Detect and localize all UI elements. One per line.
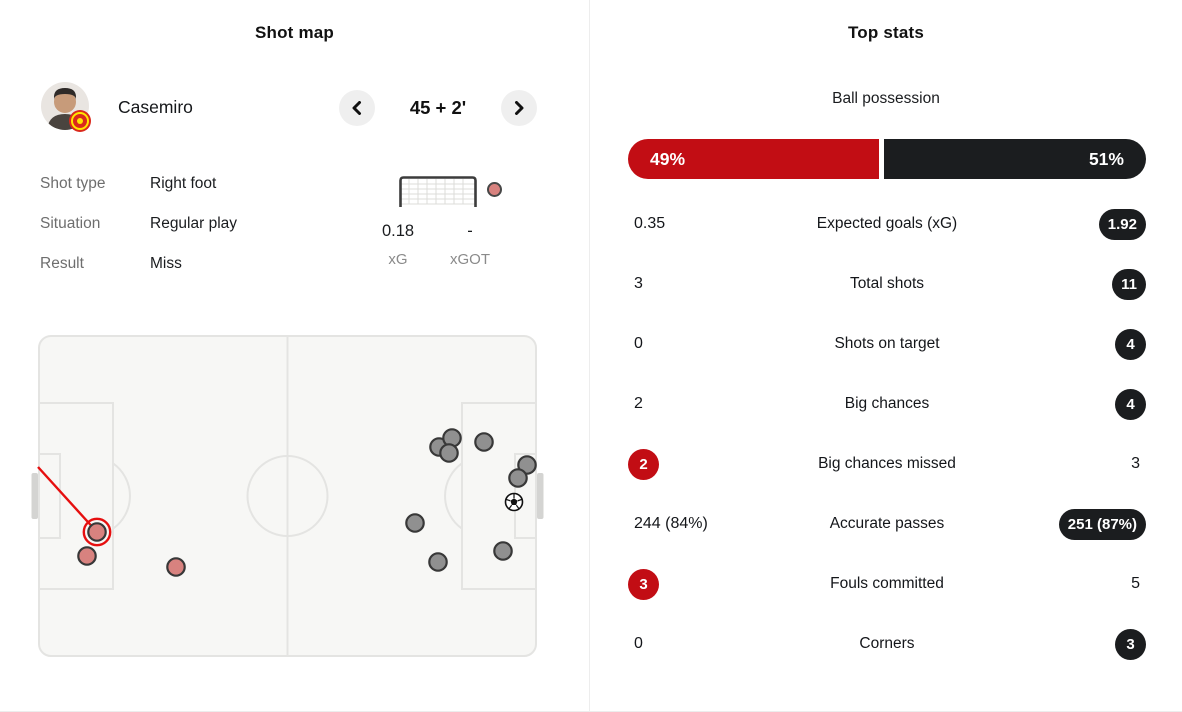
club-badge-icon <box>69 110 91 132</box>
stat-row-shots-on-target: 0 Shots on target 4 <box>628 314 1146 374</box>
xg-value: 0.18 <box>381 222 415 240</box>
right-goal-marker <box>537 473 544 519</box>
shot-minute: 45 + 2' <box>409 97 467 118</box>
stat-row-expected-goals: 0.35 Expected goals (xG) 1.92 <box>628 194 1146 254</box>
top-stats-panel: Top stats Ball possession 49% 51% 0.35 E… <box>589 0 1182 711</box>
xg-stat: 0.18 xG <box>366 222 430 268</box>
home-stat-value: 0 <box>634 335 643 352</box>
stat-label: Corners <box>859 635 915 652</box>
shot-type-label: Shot type <box>40 175 106 192</box>
away-shot-dot[interactable] <box>428 552 448 572</box>
situation-label: Situation <box>40 215 101 232</box>
next-shot-button[interactable] <box>501 90 537 126</box>
xg-label: xG <box>388 251 408 268</box>
away-stat-value: 3 <box>1115 628 1146 660</box>
possession-home-segment: 49% <box>628 139 880 179</box>
stats-list: 0.35 Expected goals (xG) 1.92 3 Total sh… <box>628 194 1146 674</box>
stat-row-big-chances-missed: 2 Big chances missed 3 <box>628 434 1146 494</box>
ball-possession-label: Ball possession <box>832 90 940 107</box>
away-stat-value: 4 <box>1115 328 1146 360</box>
home-stat-value: 0 <box>634 635 643 652</box>
home-stat-value: 0.35 <box>634 215 666 232</box>
home-stat-value: 244 (84%) <box>634 515 708 532</box>
result-value: Miss <box>150 255 182 272</box>
stat-row-accurate-passes: 244 (84%) Accurate passes 251 (87%) <box>628 494 1146 554</box>
away-shot-dot[interactable] <box>439 443 459 463</box>
player-avatar <box>40 81 92 133</box>
stat-label: Shots on target <box>834 335 940 352</box>
selected-shot-line <box>37 466 98 533</box>
away-stat-value: 11 <box>1112 268 1146 300</box>
away-shot-dot[interactable] <box>517 455 537 475</box>
stat-label: Expected goals (xG) <box>816 215 958 232</box>
home-stat-value: 3 <box>634 275 643 292</box>
away-stat-value: 251 (87%) <box>1058 508 1146 540</box>
xgot-stat: - xGOT <box>438 222 502 268</box>
selected-shot-ring <box>82 517 112 547</box>
stat-row-corners: 0 Corners 3 <box>628 614 1146 674</box>
stat-row-total-shots: 3 Total shots 11 <box>628 254 1146 314</box>
home-shot-dot[interactable] <box>87 522 107 542</box>
shot-map-pitch[interactable] <box>30 335 545 657</box>
home-shot-dot[interactable] <box>77 546 97 566</box>
previous-shot-button[interactable] <box>339 90 375 126</box>
away-stat-value: 5 <box>1131 575 1140 592</box>
left-goal-marker <box>31 473 38 519</box>
home-stat-value: 3 <box>628 568 659 600</box>
goal-ball-pattern <box>506 498 511 502</box>
goal-ball-pattern <box>515 504 520 509</box>
xgot-value: - <box>467 222 473 240</box>
chevron-right-icon <box>515 101 524 115</box>
possession-away-segment: 51% <box>884 139 1146 179</box>
goal-ball-pattern <box>517 498 522 502</box>
possession-home-value: 49% <box>650 148 686 169</box>
away-stat-value: 1.92 <box>1098 208 1146 240</box>
stat-label: Total shots <box>849 275 925 292</box>
situation-value: Regular play <box>150 215 238 232</box>
stat-label: Big chances <box>844 395 930 412</box>
away-shot-dot[interactable] <box>508 468 528 488</box>
result-label: Result <box>40 255 84 272</box>
stat-label: Accurate passes <box>829 515 945 532</box>
top-stats-title: Top stats <box>847 23 925 42</box>
home-stat-value: 2 <box>628 448 659 480</box>
goal-ball-pattern <box>508 504 513 509</box>
possession-away-value: 51% <box>1088 148 1124 169</box>
home-stat-value: 2 <box>634 395 643 412</box>
chevron-left-icon <box>352 101 361 115</box>
stat-label: Big chances missed <box>818 455 956 472</box>
missed-shot-marker <box>487 182 502 197</box>
player-name: Casemiro <box>118 97 193 117</box>
xgot-label: xGOT <box>450 251 490 268</box>
stat-row-fouls-committed: 3 Fouls committed 5 <box>628 554 1146 614</box>
away-shot-dot[interactable] <box>405 513 425 533</box>
goal-ball-pattern <box>510 498 518 505</box>
pitch-markings <box>31 335 544 657</box>
stat-label: Fouls committed <box>830 575 944 592</box>
away-stat-value: 3 <box>1131 455 1140 472</box>
ball-possession-bar: 49% 51% <box>628 139 1146 179</box>
home-shot-dot[interactable] <box>166 557 186 577</box>
shot-type-value: Right foot <box>150 175 217 192</box>
away-stat-value: 4 <box>1115 388 1146 420</box>
shot-map-title: Shot map <box>254 23 335 42</box>
stat-row-big-chances: 2 Big chances 4 <box>628 374 1146 434</box>
goal-frame-icon <box>399 176 477 207</box>
away-shot-dot[interactable] <box>493 541 513 561</box>
shot-map-panel: Shot map Casemiro <box>0 0 589 711</box>
away-shot-dot[interactable] <box>474 432 494 452</box>
